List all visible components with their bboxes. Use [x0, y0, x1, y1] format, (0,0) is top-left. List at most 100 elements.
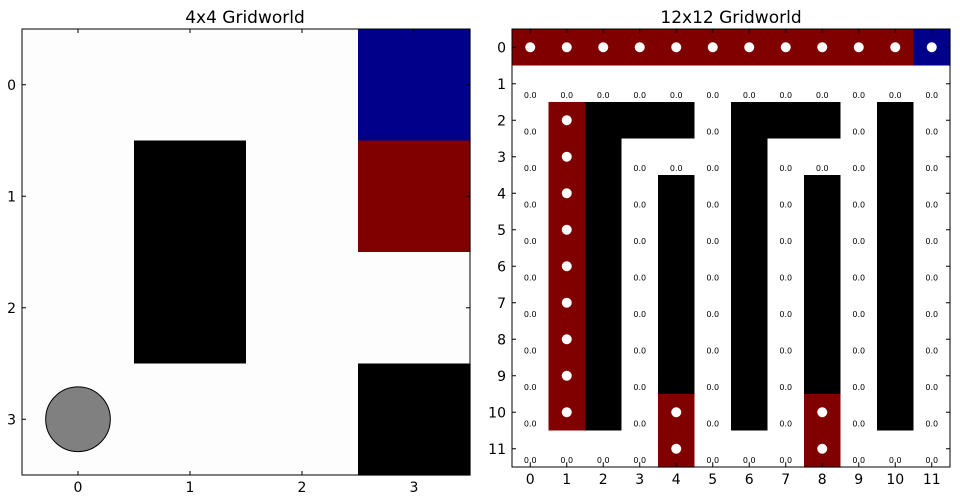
cell-value-label: 0.0 — [524, 128, 537, 137]
cell-empty — [512, 65, 550, 103]
cell-value-label: 0.0 — [852, 420, 865, 429]
cell-empty — [22, 29, 135, 142]
cell-wall — [731, 175, 769, 213]
cell-blue — [358, 29, 471, 142]
cell-empty — [767, 430, 805, 468]
cell-wall — [877, 357, 915, 395]
cell-value-label: 0.0 — [925, 128, 938, 137]
cell-value-label: 0.0 — [524, 164, 537, 173]
cell-wall — [731, 211, 769, 249]
cell-empty — [913, 430, 951, 468]
cell-value-label: 0.0 — [524, 201, 537, 210]
cell-empty — [767, 321, 805, 359]
cell-wall — [658, 357, 696, 395]
cell-value-label: 0.0 — [852, 164, 865, 173]
cell-empty — [913, 248, 951, 286]
y-tick-label: 3 — [497, 150, 506, 166]
cell-wall — [585, 394, 623, 432]
x-tick-label: 7 — [781, 472, 790, 488]
cell-value-label: 0.0 — [816, 164, 829, 173]
cell-wall — [877, 138, 915, 176]
cell-value-label: 0.0 — [524, 237, 537, 246]
cell-empty — [840, 394, 878, 432]
cell-empty — [694, 102, 732, 140]
cell-wall — [585, 284, 623, 322]
cell-value-label: 0.0 — [706, 201, 719, 210]
cell-value-label: 0.0 — [852, 347, 865, 356]
cell-empty — [694, 321, 732, 359]
cell-empty — [658, 138, 696, 176]
cell-empty — [512, 211, 550, 249]
y-tick-label: 1 — [497, 77, 506, 93]
path-dot — [561, 261, 572, 272]
cell-empty — [512, 394, 550, 432]
cell-empty — [621, 394, 659, 432]
cell-value-label: 0.0 — [670, 164, 683, 173]
cell-value-label: 0.0 — [779, 237, 792, 246]
cell-value-label: 0.0 — [706, 420, 719, 429]
path-dot — [671, 42, 682, 53]
y-tick-label: 0 — [7, 78, 16, 94]
cell-value-label: 0.0 — [706, 456, 719, 465]
cell-wall — [877, 321, 915, 359]
cell-empty — [22, 140, 135, 253]
y-tick-label: 6 — [497, 259, 506, 275]
cell-wall — [804, 175, 842, 213]
cell-empty — [913, 394, 951, 432]
cell-value-label: 0.0 — [925, 201, 938, 210]
cell-wall — [358, 363, 471, 476]
large-grid-cells — [512, 29, 951, 468]
x-tick-label: 3 — [635, 472, 644, 488]
cell-value-label: 0.0 — [925, 274, 938, 283]
cell-wall — [731, 248, 769, 286]
cell-empty — [694, 357, 732, 395]
cell-wall — [658, 248, 696, 286]
x-tick-label: 10 — [886, 472, 904, 488]
cell-empty — [621, 321, 659, 359]
cell-empty — [134, 363, 247, 476]
path-dot — [561, 297, 572, 308]
large-value-labels: 0.0 0.0 0.0 0.0 0.0 0.0 0.0 0.0 0.0 0.0 0.0 0.0 0.0 0… — [524, 91, 938, 465]
cell-value-label: 0.0 — [779, 274, 792, 283]
cell-wall — [877, 211, 915, 249]
x-tick-label: 5 — [708, 472, 717, 488]
cell-value-label: 0.0 — [889, 456, 902, 465]
y-tick-label: 1 — [7, 189, 16, 205]
cell-empty — [840, 284, 878, 322]
cell-value-label: 0.0 — [597, 91, 610, 100]
cell-empty — [548, 65, 586, 103]
cell-value-label: 0.0 — [852, 201, 865, 210]
large-gridworld-chart: 12x12 Gridworld 0.0 0.0 0.0 0.0 0.0 0.0 0.0 0.0… — [488, 8, 951, 488]
path-dot — [561, 370, 572, 381]
path-dot — [671, 407, 682, 418]
small-gridworld-chart: 4x4 Gridworld 0 1 2 3 0 1 2 3 — [7, 8, 471, 496]
cell-empty — [548, 430, 586, 468]
large-plot-frame — [511, 28, 951, 468]
large-path-dots — [525, 42, 937, 454]
cell-value-label: 0.0 — [706, 128, 719, 137]
path-dot — [890, 42, 901, 53]
cell-wall — [658, 284, 696, 322]
cell-value-label: 0.0 — [560, 91, 573, 100]
cell-wall — [731, 284, 769, 322]
large-gridworld-title: 12x12 Gridworld — [660, 8, 801, 28]
cell-empty — [512, 284, 550, 322]
cell-value-label: 0.0 — [524, 347, 537, 356]
cell-empty — [694, 175, 732, 213]
cell-value-label: 0.0 — [852, 274, 865, 283]
cell-value-label: 0.0 — [706, 347, 719, 356]
cell-empty — [512, 430, 550, 468]
cell-empty — [621, 357, 659, 395]
path-dot — [817, 443, 828, 454]
cell-wall — [804, 284, 842, 322]
cell-empty — [512, 102, 550, 140]
cell-empty — [767, 248, 805, 286]
large-axis-ticks: 0 1 2 3 4 5 6 7 8 9 10 11 0 1 2 3 4 5 6 7 8 9 10 11 — [488, 29, 950, 488]
cell-value-label: 0.0 — [706, 310, 719, 319]
cell-empty — [913, 175, 951, 213]
path-dot — [561, 224, 572, 235]
cell-wall — [731, 138, 769, 176]
cell-value-label: 0.0 — [779, 164, 792, 173]
cell-empty — [658, 65, 696, 103]
